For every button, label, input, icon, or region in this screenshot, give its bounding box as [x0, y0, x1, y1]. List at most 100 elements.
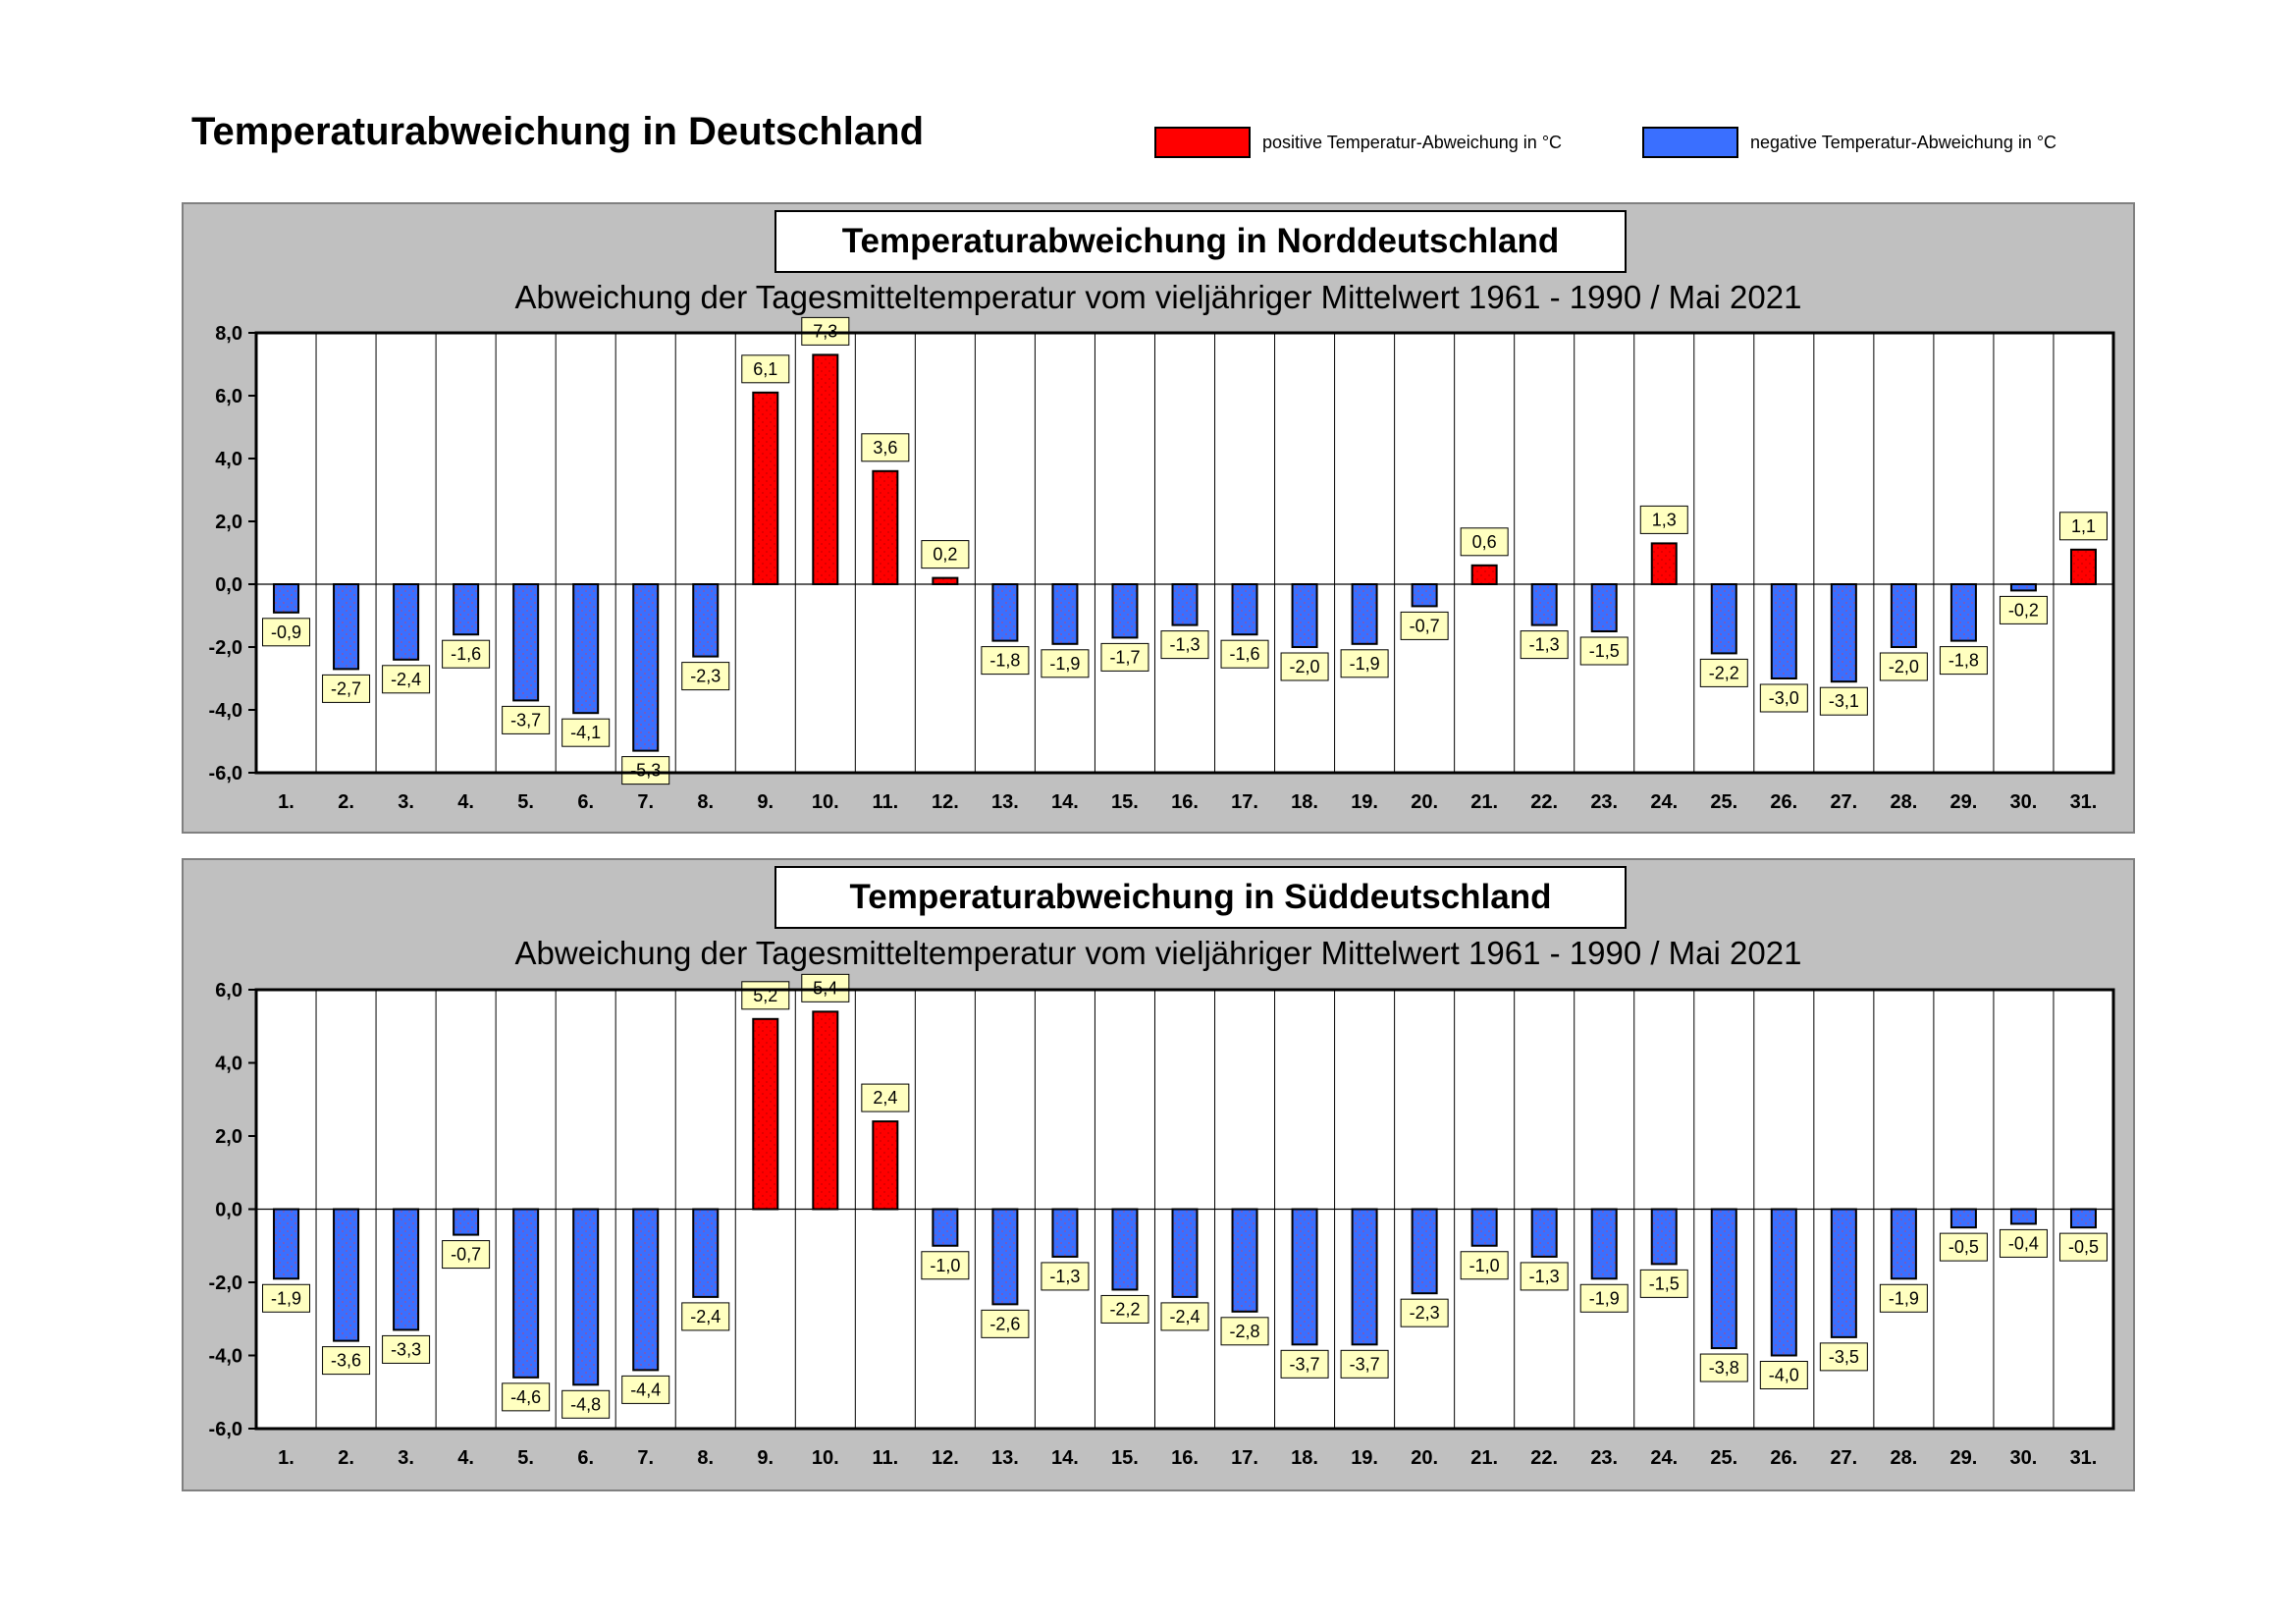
page-title: Temperaturabweichung in Deutschland	[191, 110, 925, 153]
x-tick-label: 25.	[1710, 791, 1737, 813]
bar-day-8	[692, 1208, 720, 1298]
bar-day-22	[1530, 583, 1558, 626]
bar-day-13	[991, 1208, 1019, 1306]
data-label: -5,3	[630, 761, 661, 781]
data-label: -0,5	[1949, 1237, 1979, 1257]
x-tick-label: 13.	[991, 791, 1019, 813]
bar-day-6	[572, 583, 600, 715]
data-label: -1,8	[989, 651, 1020, 671]
legend-positive-label: positive Temperatur-Abweichung in °C	[1262, 132, 1563, 152]
y-tick-label: -6,0	[209, 1419, 242, 1440]
data-label: -3,7	[1290, 1354, 1320, 1374]
bar-day-16	[1171, 583, 1199, 626]
x-tick-label: 17.	[1231, 1447, 1258, 1469]
chart-panel-south: Temperaturabweichung in Süddeutschland A…	[182, 858, 2135, 1491]
chart-panel-north: Temperaturabweichung in Norddeutschland …	[182, 202, 2135, 834]
x-tick-label: 24.	[1650, 1447, 1678, 1469]
data-label-box	[1579, 1283, 1629, 1313]
x-tick-label: 9.	[757, 791, 774, 813]
x-tick-label: 1.	[278, 791, 294, 813]
x-tick-label: 13.	[991, 1447, 1019, 1469]
data-label-box	[1400, 611, 1449, 640]
bar-day-7	[632, 583, 660, 752]
bar-day-25	[1710, 583, 1737, 655]
data-label: -4,1	[570, 723, 601, 742]
data-label-box	[1280, 1349, 1329, 1379]
y-tick-label: 6,0	[215, 980, 242, 1001]
data-label: -0,9	[271, 623, 301, 642]
bar-day-17	[1231, 1208, 1258, 1313]
data-label-box	[1639, 505, 1688, 534]
plot-frame	[254, 331, 2115, 775]
data-label-box	[1699, 1353, 1748, 1382]
bar-day-15	[1111, 1208, 1139, 1291]
data-label-box	[1220, 1317, 1269, 1346]
data-label-box	[1400, 1298, 1449, 1327]
legend-negative: negative Temperatur-Abweichung in °C	[1642, 126, 2056, 159]
data-label: -3,3	[391, 1339, 421, 1359]
bar-day-13	[991, 583, 1019, 642]
data-label-box	[1520, 630, 1569, 660]
x-tick-label: 3.	[398, 1447, 414, 1469]
bar-day-11	[872, 1120, 899, 1211]
bar-day-2	[333, 583, 360, 671]
data-label: -2,2	[1709, 663, 1739, 682]
y-tick-label: -6,0	[209, 763, 242, 785]
data-label-box	[1819, 686, 1868, 716]
x-tick-label: 7.	[637, 791, 654, 813]
x-tick-label: 28.	[1890, 1447, 1917, 1469]
data-label-box	[1460, 527, 1509, 557]
y-tick-label: 6,0	[215, 386, 242, 407]
x-tick-label: 4.	[457, 1447, 474, 1469]
data-label: -4,0	[1769, 1366, 1799, 1385]
data-label: -4,6	[510, 1387, 541, 1407]
bar-day-21	[1470, 1208, 1498, 1247]
bar-day-9	[752, 391, 779, 585]
bar-day-29	[1949, 583, 1977, 642]
x-tick-label: 19.	[1351, 1447, 1378, 1469]
bar-day-23	[1590, 583, 1618, 632]
x-tick-label: 31.	[2070, 791, 2098, 813]
bar-day-14	[1051, 1208, 1079, 1258]
data-label-box	[1879, 652, 1928, 681]
bar-day-23	[1590, 1208, 1618, 1280]
x-tick-label: 11.	[872, 1447, 898, 1469]
data-label: -2,0	[1290, 657, 1320, 677]
data-label-box	[1759, 1361, 1808, 1389]
x-tick-label: 3.	[398, 791, 414, 813]
x-tick-label: 27.	[1830, 791, 1857, 813]
bar-day-2	[333, 1208, 360, 1342]
bar-day-14	[1051, 583, 1079, 645]
data-label-box	[1639, 1269, 1688, 1298]
data-label: -1,9	[271, 1288, 301, 1308]
bar-day-12	[932, 1208, 959, 1247]
data-label: -3,6	[331, 1351, 361, 1371]
data-label: -4,4	[630, 1380, 661, 1399]
data-label-box	[1939, 1232, 1988, 1262]
data-label-box	[741, 981, 790, 1010]
legend-positive: positive Temperatur-Abweichung in °C	[1154, 126, 1562, 159]
bar-day-10	[812, 353, 839, 585]
data-label-box	[1220, 639, 1269, 669]
x-tick-label: 2.	[338, 1447, 354, 1469]
data-label-box	[861, 1083, 910, 1112]
data-label: -3,7	[510, 710, 541, 730]
bar-day-25	[1710, 1208, 1737, 1350]
data-label: -0,7	[1410, 616, 1440, 635]
data-label: -1,0	[930, 1256, 960, 1275]
data-label: -2,0	[1889, 657, 1919, 677]
bar-day-5	[512, 1208, 540, 1379]
y-tick-label: 0,0	[215, 1200, 242, 1221]
data-label: -1,9	[1350, 654, 1380, 674]
x-tick-label: 29.	[1950, 1447, 1978, 1469]
x-tick-label: 4.	[457, 791, 474, 813]
data-label-box	[921, 1251, 970, 1280]
y-tick-label: -4,0	[209, 1346, 242, 1368]
bar-day-30	[2009, 1208, 2037, 1225]
x-tick-label: 16.	[1171, 791, 1199, 813]
x-tick-label: 24.	[1650, 791, 1678, 813]
x-tick-label: 26.	[1770, 1447, 1797, 1469]
data-label: 0,6	[1472, 532, 1497, 552]
data-label: 6,1	[753, 359, 777, 379]
bar-day-19	[1351, 1208, 1378, 1346]
